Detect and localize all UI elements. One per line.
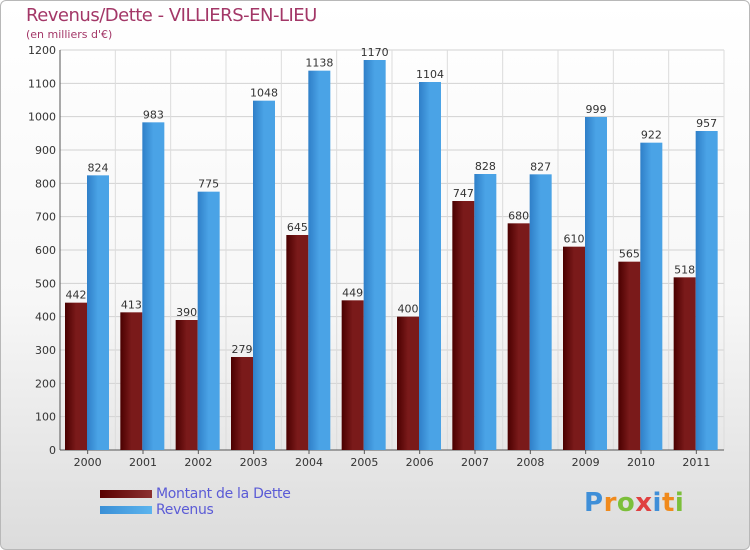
bar-dette bbox=[452, 201, 475, 450]
bar-dette bbox=[507, 223, 530, 450]
x-tick-label: 2008 bbox=[516, 456, 544, 469]
bar-revenus bbox=[640, 142, 663, 450]
y-tick-label: 1200 bbox=[28, 44, 56, 57]
bar-revenus bbox=[142, 122, 165, 450]
data-label-revenus: 1048 bbox=[250, 87, 278, 100]
legend-swatch-revenus bbox=[100, 506, 152, 514]
data-label-dette: 518 bbox=[674, 263, 695, 276]
logo-letter: r bbox=[603, 488, 617, 518]
data-label-dette: 449 bbox=[342, 286, 363, 299]
logo-letter: x bbox=[635, 488, 653, 518]
chart-legend: Montant de la Dette Revenus bbox=[100, 486, 291, 518]
bar-revenus bbox=[474, 174, 497, 450]
data-label-revenus: 983 bbox=[143, 108, 164, 121]
x-tick-label: 2009 bbox=[572, 456, 600, 469]
bar-dette bbox=[673, 277, 696, 450]
y-tick-label: 500 bbox=[35, 277, 56, 290]
data-label-revenus: 1170 bbox=[361, 46, 389, 59]
data-label-revenus: 828 bbox=[475, 160, 496, 173]
bar-dette bbox=[563, 246, 585, 450]
legend-item-revenus: Revenus bbox=[100, 502, 291, 518]
logo-letter: i bbox=[674, 488, 685, 518]
data-label-dette: 610 bbox=[564, 233, 585, 246]
data-label-dette: 390 bbox=[176, 306, 197, 319]
y-tick-label: 400 bbox=[35, 311, 56, 324]
logo-letter: i bbox=[652, 488, 662, 518]
y-tick-label: 800 bbox=[35, 177, 56, 190]
bar-revenus bbox=[87, 175, 109, 451]
bar-dette bbox=[341, 300, 364, 450]
bar-dette bbox=[231, 357, 253, 450]
x-tick-label: 2002 bbox=[184, 456, 212, 469]
x-tick-label: 2006 bbox=[406, 456, 434, 469]
y-tick-label: 300 bbox=[35, 344, 56, 357]
data-label-revenus: 775 bbox=[198, 178, 219, 191]
x-tick-label: 2000 bbox=[74, 456, 102, 469]
bar-dette bbox=[397, 316, 419, 450]
data-label-dette: 565 bbox=[619, 248, 640, 261]
data-label-dette: 442 bbox=[66, 289, 87, 302]
bar-revenus bbox=[585, 117, 607, 450]
bar-revenus bbox=[197, 191, 220, 450]
y-tick-label: 0 bbox=[49, 444, 56, 457]
y-tick-label: 700 bbox=[35, 211, 56, 224]
y-tick-label: 100 bbox=[35, 411, 56, 424]
bar-revenus bbox=[308, 70, 331, 451]
bar-revenus bbox=[529, 174, 552, 451]
bar-dette bbox=[286, 235, 309, 450]
x-tick-label: 2010 bbox=[627, 456, 655, 469]
chart-title: Revenus/Dette - VILLIERS-EN-LIEU bbox=[26, 5, 317, 26]
data-label-dette: 413 bbox=[121, 298, 142, 311]
data-label-dette: 747 bbox=[453, 187, 474, 200]
bar-dette bbox=[618, 261, 641, 450]
data-label-revenus: 957 bbox=[696, 117, 717, 130]
bar-dette bbox=[120, 312, 143, 450]
proxiti-logo: Proxiti bbox=[584, 488, 684, 518]
bar-revenus bbox=[363, 60, 386, 450]
y-tick-label: 200 bbox=[35, 377, 56, 390]
y-tick-label: 900 bbox=[35, 144, 56, 157]
data-label-revenus: 922 bbox=[641, 129, 662, 142]
x-tick-label: 2011 bbox=[682, 456, 710, 469]
bar-dette bbox=[175, 320, 198, 450]
legend-swatch-dette bbox=[100, 490, 152, 498]
x-tick-label: 2004 bbox=[295, 456, 323, 469]
data-label-revenus: 824 bbox=[88, 161, 109, 174]
x-tick-label: 2005 bbox=[350, 456, 378, 469]
data-label-dette: 279 bbox=[232, 343, 253, 356]
chart-subtitle: (en milliers d'€) bbox=[26, 28, 113, 41]
data-label-revenus: 999 bbox=[586, 103, 607, 116]
data-label-dette: 645 bbox=[287, 221, 308, 234]
y-tick-label: 600 bbox=[35, 244, 56, 257]
x-tick-label: 2007 bbox=[461, 456, 489, 469]
legend-item-dette: Montant de la Dette bbox=[100, 486, 291, 502]
bar-revenus bbox=[419, 82, 441, 450]
legend-label-revenus: Revenus bbox=[156, 502, 214, 518]
data-label-revenus: 1138 bbox=[305, 57, 333, 70]
logo-letter: P bbox=[584, 488, 604, 518]
legend-label-dette: Montant de la Dette bbox=[156, 486, 291, 502]
data-label-revenus: 1104 bbox=[416, 68, 444, 81]
logo-letter: o bbox=[616, 488, 636, 518]
data-label-dette: 400 bbox=[398, 303, 419, 316]
logo-letter: t bbox=[661, 488, 675, 518]
bar-revenus bbox=[253, 100, 275, 451]
y-tick-label: 1000 bbox=[28, 111, 56, 124]
bar-dette bbox=[65, 302, 87, 450]
data-label-revenus: 827 bbox=[530, 160, 551, 173]
bar-revenus bbox=[695, 131, 718, 450]
y-tick-label: 1100 bbox=[28, 77, 56, 90]
data-label-dette: 680 bbox=[508, 209, 529, 222]
x-tick-label: 2003 bbox=[240, 456, 268, 469]
x-tick-label: 2001 bbox=[129, 456, 157, 469]
